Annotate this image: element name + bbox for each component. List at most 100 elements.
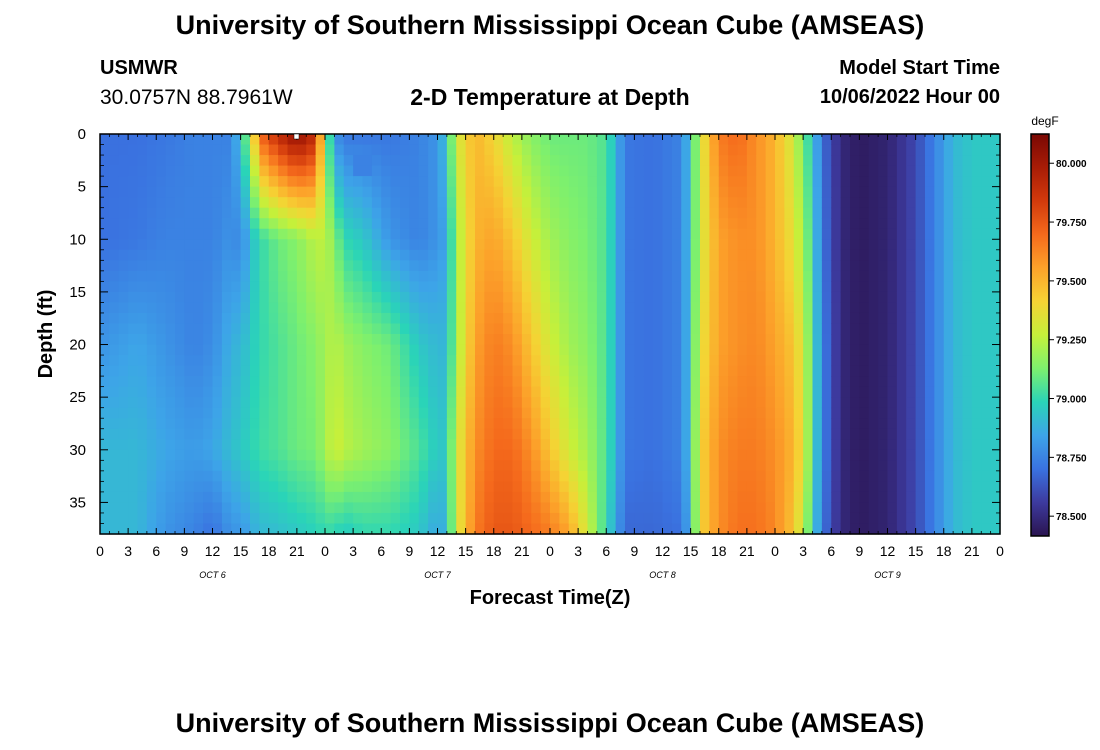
heatmap-cell — [831, 144, 842, 156]
heatmap-cell — [962, 428, 973, 440]
heatmap-cell — [578, 355, 589, 367]
heatmap-cell — [962, 376, 973, 388]
heatmap-cell — [353, 470, 364, 482]
heatmap-cell — [925, 176, 935, 188]
heatmap-cell — [503, 481, 514, 493]
heatmap-cell — [700, 407, 710, 419]
heatmap-cell — [118, 376, 129, 388]
heatmap-cell — [643, 270, 654, 282]
heatmap-cell — [343, 323, 354, 335]
heatmap-cell — [578, 344, 589, 356]
heatmap-cell — [812, 260, 823, 272]
heatmap-cell — [146, 186, 157, 198]
heatmap-cell — [765, 312, 776, 325]
heatmap-cell — [925, 449, 935, 461]
heatmap-cell — [343, 481, 354, 493]
heatmap-cell — [887, 134, 898, 146]
heatmap-cell — [596, 481, 607, 493]
heatmap-cell — [728, 165, 739, 177]
heatmap-cell — [165, 323, 176, 335]
colorbar-tick-label: 78.750 — [1056, 453, 1087, 464]
heatmap-cell — [400, 470, 410, 482]
heatmap-cell — [765, 439, 776, 451]
heatmap-cell — [859, 302, 870, 314]
heatmap-cell — [184, 165, 195, 177]
heatmap-cell — [737, 365, 748, 377]
heatmap-cell — [803, 334, 814, 346]
heatmap-cell — [446, 491, 457, 504]
heatmap-cell — [362, 355, 373, 367]
heatmap-cell — [606, 312, 617, 325]
heatmap-cell — [746, 228, 757, 240]
heatmap-cell — [793, 386, 804, 398]
heatmap-cell — [118, 470, 129, 482]
heatmap-cell — [118, 386, 129, 398]
heatmap-cell — [803, 439, 814, 451]
heatmap-cell — [540, 239, 551, 251]
heatmap-cell — [840, 512, 851, 525]
heatmap-cell — [962, 302, 973, 314]
heatmap-cell — [821, 323, 832, 335]
heatmap-cell — [671, 428, 682, 440]
heatmap-cell — [315, 312, 326, 325]
heatmap-cell — [990, 428, 1001, 440]
heatmap-cell — [756, 344, 767, 356]
heatmap-cell — [521, 481, 532, 493]
heatmap-cell — [465, 512, 476, 525]
heatmap-cell — [521, 334, 532, 346]
heatmap-cell — [531, 323, 542, 335]
heatmap-cell — [784, 155, 795, 167]
heatmap-cell — [334, 291, 345, 304]
heatmap-cell — [784, 312, 795, 325]
heatmap-cell — [765, 470, 776, 482]
heatmap-cell — [662, 344, 673, 356]
heatmap-cell — [606, 470, 617, 482]
heatmap-cell — [681, 249, 692, 261]
heatmap-cell — [334, 207, 345, 219]
heatmap-cell — [371, 207, 382, 219]
heatmap-cell — [521, 207, 532, 219]
heatmap-cell — [596, 502, 607, 514]
heatmap-cell — [765, 407, 776, 419]
heatmap-cell — [981, 512, 992, 525]
heatmap-cell — [146, 365, 157, 377]
heatmap-cell — [128, 281, 139, 293]
heatmap-cell — [728, 449, 739, 461]
heatmap-cell — [953, 460, 964, 472]
heatmap-cell — [118, 270, 129, 282]
heatmap-cell — [343, 439, 354, 451]
heatmap-cell — [596, 218, 607, 230]
heatmap-cell — [531, 334, 542, 346]
heatmap-cell — [418, 302, 429, 314]
heatmap-cell — [484, 176, 495, 188]
heatmap-cell — [578, 418, 589, 430]
heatmap-cell — [362, 365, 373, 377]
heatmap-cell — [793, 249, 804, 261]
heatmap-cell — [325, 481, 335, 493]
heatmap-cell — [531, 460, 542, 472]
heatmap-cell — [240, 186, 251, 198]
heatmap-cell — [409, 460, 420, 472]
heatmap-cell — [709, 228, 720, 240]
heatmap-cell — [184, 502, 195, 514]
heatmap-cell — [268, 470, 279, 482]
heatmap-cell — [175, 365, 185, 377]
heatmap-cell — [437, 144, 448, 156]
heatmap-cell — [643, 249, 654, 261]
heatmap-cell — [446, 470, 457, 482]
heatmap-cell — [709, 312, 720, 325]
heatmap-cell — [531, 155, 542, 167]
heatmap-cell — [418, 491, 429, 504]
heatmap-cell — [896, 470, 907, 482]
heatmap-cell — [643, 281, 654, 293]
heatmap-cell — [615, 323, 626, 335]
heatmap-cell — [971, 270, 982, 282]
heatmap-cell — [221, 334, 232, 346]
heatmap-cell — [100, 523, 110, 535]
heatmap-cell — [100, 312, 110, 325]
heatmap-cell — [606, 334, 617, 346]
heatmap-cell — [840, 281, 851, 293]
x-tick-label: 12 — [880, 543, 896, 559]
heatmap-cell — [512, 197, 523, 209]
heatmap-cell — [812, 218, 823, 230]
